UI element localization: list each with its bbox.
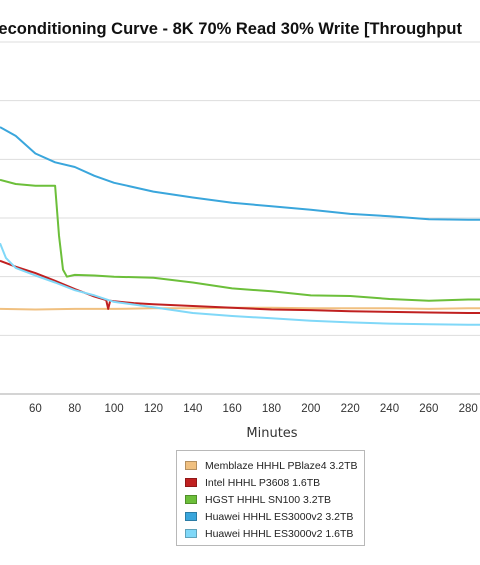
legend-item: Huawei HHHL ES3000v2 3.2TB xyxy=(185,508,356,525)
x-tick-label: 240 xyxy=(380,403,399,415)
legend-label: Huawei HHHL ES3000v2 3.2TB xyxy=(205,510,354,523)
series-lines xyxy=(0,126,480,326)
x-tick-label: 260 xyxy=(419,403,438,415)
x-tick-label: 220 xyxy=(341,403,360,415)
legend-label: Memblaze HHHL PBlaze4 3.2TB xyxy=(205,459,358,472)
legend-swatch xyxy=(185,529,197,538)
x-tick-label: 100 xyxy=(105,403,124,415)
legend-item: Memblaze HHHL PBlaze4 3.2TB xyxy=(185,457,358,474)
x-tick-label: 180 xyxy=(262,403,281,415)
legend-label: Intel HHHL P3608 1.6TB xyxy=(205,476,321,489)
chart-title: reconditioning Curve - 8K 70% Read 30% W… xyxy=(0,20,462,38)
x-axis-title: Minutes xyxy=(246,426,297,441)
legend: Memblaze HHHL PBlaze4 3.2TB Intel HHHL P3… xyxy=(176,450,365,546)
legend-item: Huawei HHHL ES3000v2 1.6TB xyxy=(185,525,356,542)
x-tick-label: 140 xyxy=(183,403,202,415)
legend-item: HGST HHHL SN100 3.2TB xyxy=(185,491,356,508)
line-chart: 60 80 100 120 140 160 180 200 220 240 260 280 Minut… xyxy=(0,41,480,441)
series-line-4 xyxy=(0,126,480,221)
legend-item: Intel HHHL P3608 1.6TB xyxy=(185,474,356,491)
x-tick-label: 280 xyxy=(459,403,478,415)
x-tick-label: 200 xyxy=(301,403,320,415)
legend-label: Huawei HHHL ES3000v2 1.6TB xyxy=(205,527,354,540)
x-tick-label: 120 xyxy=(144,403,163,415)
series-line-5 xyxy=(0,242,480,326)
x-axis-ticks: 60 80 100 120 140 160 180 200 220 240 260 280 xyxy=(29,403,478,415)
x-tick-label: 160 xyxy=(223,403,242,415)
legend-swatch xyxy=(185,495,197,504)
series-line-3 xyxy=(0,178,480,302)
legend-swatch xyxy=(185,461,197,470)
legend-swatch xyxy=(185,478,197,487)
legend-swatch xyxy=(185,512,197,521)
x-tick-label: 80 xyxy=(68,403,81,415)
x-tick-label: 60 xyxy=(29,403,42,415)
series-line-2 xyxy=(0,259,480,314)
legend-label: HGST HHHL SN100 3.2TB xyxy=(205,493,332,506)
